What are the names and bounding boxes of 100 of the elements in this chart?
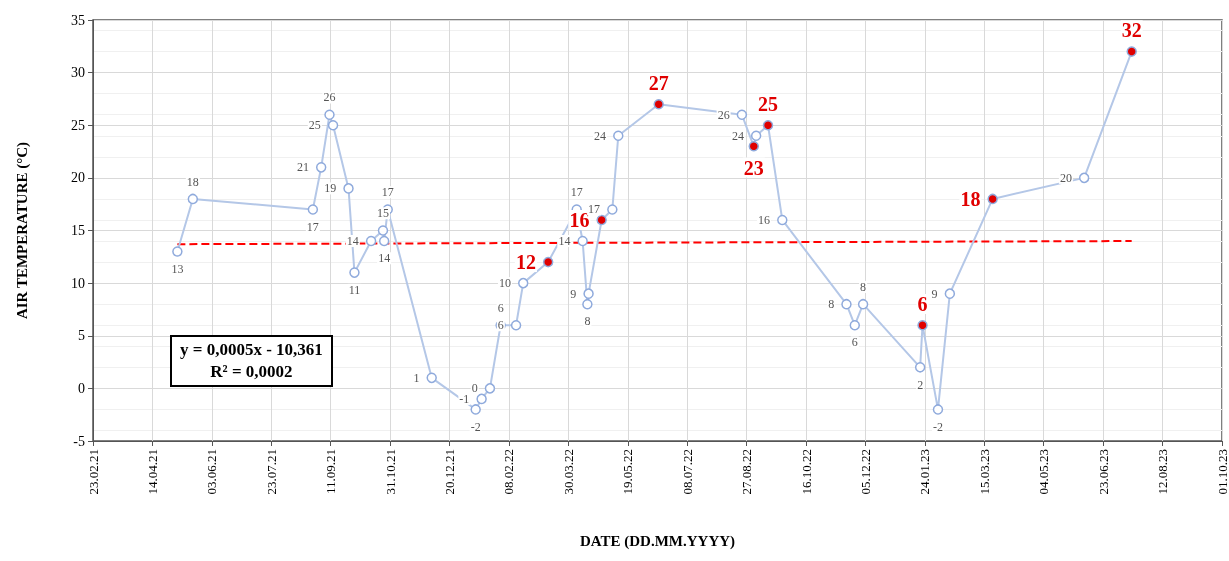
data-label: 18	[186, 174, 199, 189]
point	[750, 130, 762, 142]
data-label: 11	[348, 282, 361, 297]
point	[777, 214, 788, 226]
point	[582, 298, 593, 310]
x-tick-label: 27.08.22	[739, 449, 755, 495]
data-label: 13	[171, 261, 184, 276]
data-label: 21	[296, 160, 309, 175]
annotation: R² = 0,0002	[209, 361, 294, 383]
x-tick-label: 12.08.23	[1155, 449, 1171, 495]
x-tick-label: 08.07.22	[679, 449, 695, 495]
y-tick-label: 35	[71, 12, 85, 28]
point	[426, 372, 437, 384]
x-tick-label: 01.10.23	[1214, 449, 1229, 495]
point	[613, 130, 624, 142]
point	[917, 319, 928, 331]
x-tick-label: 08.02.22	[501, 449, 517, 495]
x-axis-title: DATE (DD.MM.YYYY)	[579, 532, 736, 550]
point	[944, 288, 956, 299]
data-label: 25	[308, 118, 321, 133]
point	[762, 120, 774, 131]
data-label: -1	[459, 391, 470, 406]
point	[1078, 172, 1090, 184]
data-label: 2	[917, 377, 924, 392]
point	[577, 235, 588, 247]
data-label: 6	[497, 300, 504, 315]
point	[517, 277, 529, 289]
x-tick-label: 05.12.22	[857, 449, 873, 495]
point	[324, 109, 335, 120]
point	[510, 319, 522, 331]
point	[307, 204, 319, 215]
data-label: 14	[558, 234, 571, 249]
point	[653, 98, 664, 110]
data-label: 14	[346, 234, 359, 249]
data-label: 25	[758, 93, 779, 115]
point	[315, 162, 327, 173]
data-label: 8	[828, 297, 835, 312]
data-label: 16	[569, 208, 590, 231]
data-label: 16	[758, 212, 771, 227]
y-tick-label: 20	[71, 170, 85, 186]
point	[748, 141, 760, 152]
point	[470, 404, 481, 415]
data-label: 17	[588, 202, 601, 217]
data-label: 9	[931, 286, 938, 301]
data-label: -2	[932, 419, 943, 434]
data-label: 27	[648, 71, 669, 94]
data-label: 1	[413, 370, 420, 385]
point	[849, 319, 861, 331]
data-label: 8	[860, 279, 867, 294]
data-label: 24	[731, 128, 744, 143]
data-label: 19	[324, 181, 337, 196]
data-label: 23	[743, 156, 764, 179]
y-tick-label: 0	[78, 380, 85, 396]
y-tick-label: 25	[71, 117, 85, 133]
point	[172, 246, 183, 257]
data-label: 6	[851, 335, 858, 350]
x-tick-label: 20.12.21	[442, 449, 458, 495]
data-label: 8	[584, 314, 591, 329]
y-tick-label: 15	[71, 223, 85, 238]
point	[327, 120, 339, 131]
x-tick-label: 23.07.21	[263, 449, 279, 495]
data-label: 32	[1121, 19, 1142, 42]
data-label: -2	[470, 419, 481, 434]
point	[349, 267, 360, 278]
point	[736, 109, 748, 120]
data-label: 14	[378, 251, 391, 266]
x-tick-label: 14.04.21	[144, 449, 160, 495]
x-tick-label: 23.06.23	[1095, 449, 1111, 495]
point	[377, 225, 389, 236]
annotation: y = 0,0005x - 10,361	[180, 339, 323, 361]
y-tick-label: -5	[73, 433, 85, 449]
point	[1126, 46, 1137, 57]
y-tick-label: 5	[78, 328, 85, 344]
data-label: 26	[323, 90, 336, 105]
point	[476, 393, 487, 405]
data-label: 6	[497, 318, 504, 333]
point	[857, 298, 869, 310]
y-tick-label: 10	[71, 275, 85, 291]
data-label: 18	[960, 187, 981, 210]
x-tick-label: 24.01.23	[917, 449, 933, 495]
x-tick-label: 16.10.22	[798, 449, 814, 495]
x-tick-label: 19.05.22	[620, 449, 636, 495]
point	[914, 362, 926, 373]
x-tick-label: 15.03.23	[976, 449, 992, 495]
point	[484, 383, 496, 394]
data-label: 26	[717, 107, 730, 122]
point	[187, 193, 199, 205]
point	[365, 235, 377, 247]
point	[932, 404, 944, 415]
data-label: 17	[381, 185, 394, 200]
data-label: 0	[471, 381, 478, 396]
data-label: 12	[515, 251, 536, 274]
data-label: 10	[498, 276, 511, 291]
y-axis-title: AIR TEMPERATURE (°C)	[13, 141, 31, 320]
data-label: 9	[570, 286, 577, 301]
point	[841, 298, 852, 310]
data-label: 17	[570, 185, 583, 200]
point	[596, 214, 607, 226]
point	[607, 204, 618, 215]
data-label: 24	[594, 128, 607, 143]
